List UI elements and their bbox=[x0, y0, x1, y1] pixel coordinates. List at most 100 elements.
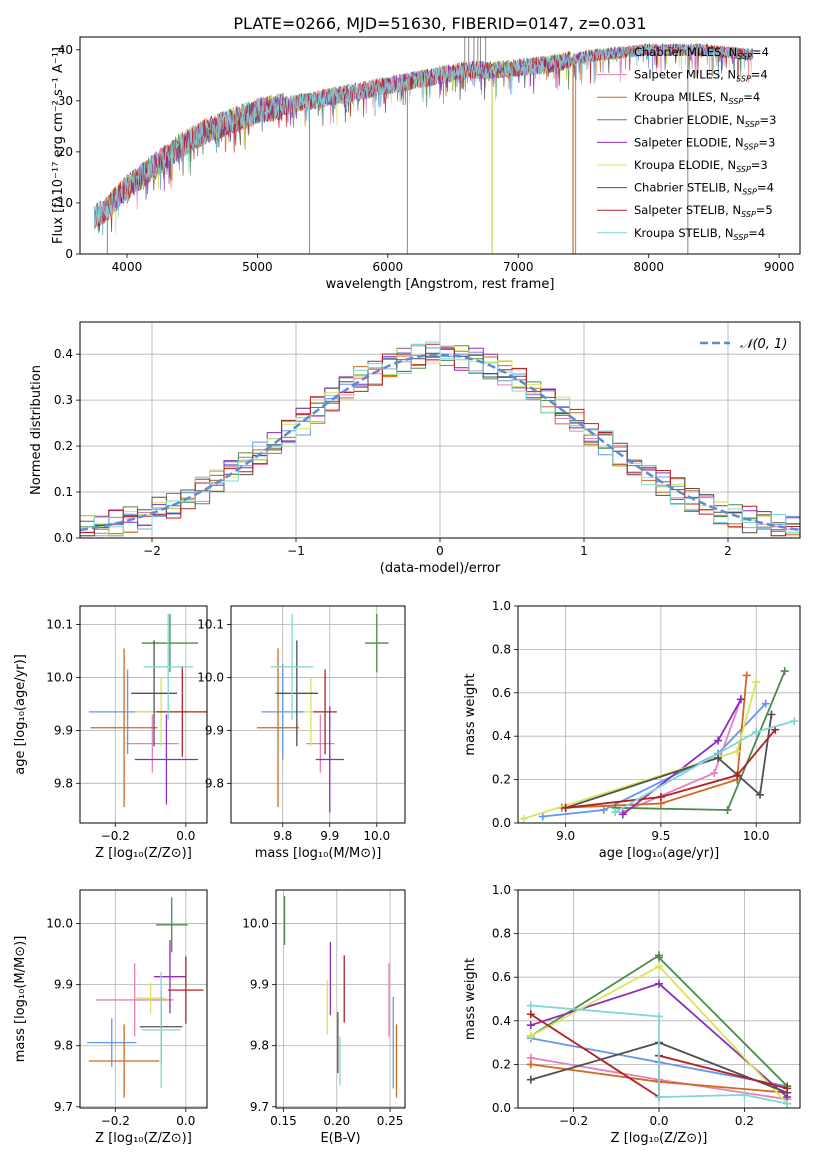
y-axis-label: mass [log₁₀(M/M⊙)] bbox=[13, 936, 28, 1063]
x-tick-label: 7000 bbox=[503, 260, 534, 274]
weight-marker bbox=[599, 805, 608, 814]
weight-marker bbox=[655, 1012, 663, 1021]
weight-marker bbox=[655, 979, 663, 988]
x-axis-label: mass [log₁₀(M/M⊙)] bbox=[255, 846, 382, 861]
x-tick-label: 10.0 bbox=[363, 829, 390, 843]
y-tick-label: 10.1 bbox=[46, 618, 73, 632]
y-axis-label: Normed distribution bbox=[29, 365, 44, 495]
x-tick-label: 9000 bbox=[764, 260, 795, 274]
legend-entry: Chabrier ELODIE, NSSP=3 bbox=[634, 113, 776, 129]
x-axis-label: Z [log₁₀(Z/Z⊙)] bbox=[611, 1131, 708, 1146]
y-tick-label: 9.8 bbox=[250, 1039, 269, 1053]
y-tick-label: 9.7 bbox=[54, 1100, 73, 1114]
y-tick-label: 0.1 bbox=[54, 485, 73, 499]
y-tick-label: 0.0 bbox=[54, 531, 73, 545]
legend-entry: Kroupa ELODIE, NSSP=3 bbox=[634, 158, 768, 174]
x-axis-label: Z [log₁₀(Z/Z⊙)] bbox=[95, 846, 192, 861]
y-tick-label: 10.0 bbox=[197, 670, 224, 684]
weight-marker bbox=[655, 1093, 663, 1102]
axes-frame bbox=[517, 605, 801, 824]
y-tick-label: 0.4 bbox=[492, 1014, 511, 1028]
errorbar-group bbox=[87, 897, 204, 1098]
weight-series-line bbox=[615, 670, 786, 811]
weight-marker bbox=[618, 810, 627, 819]
axes-frame bbox=[79, 605, 208, 824]
x-tick-label: 0.15 bbox=[270, 1114, 297, 1128]
legend-entry: Chabrier STELIB, NSSP=4 bbox=[634, 181, 774, 197]
x-tick-label: 9.5 bbox=[651, 829, 670, 843]
y-tick-label: 10.0 bbox=[46, 917, 73, 931]
y-tick-label: 9.8 bbox=[205, 776, 224, 790]
x-tick-label: 0.0 bbox=[176, 829, 195, 843]
y-tick-label: 0.2 bbox=[54, 439, 73, 453]
x-tick-label: 9.8 bbox=[273, 829, 292, 843]
x-tick-label: 0.0 bbox=[176, 1114, 195, 1128]
y-tick-label: 0.0 bbox=[492, 1101, 511, 1115]
x-tick-label: 9.0 bbox=[556, 829, 575, 843]
x-tick-label: −2 bbox=[143, 544, 161, 558]
weight-marker bbox=[526, 1075, 535, 1084]
y-tick-label: 10.0 bbox=[242, 917, 269, 931]
weight-series-line bbox=[565, 714, 773, 809]
weight-marker bbox=[752, 677, 761, 686]
y-axis-label: age [log₁₀(age/yr)] bbox=[13, 654, 28, 775]
y-tick-label: 20 bbox=[58, 145, 73, 159]
y-tick-label: 0.3 bbox=[54, 393, 73, 407]
weight-marker bbox=[710, 769, 719, 778]
legend-entry: Salpeter ELODIE, NSSP=3 bbox=[634, 135, 775, 151]
weight-marker bbox=[733, 747, 742, 756]
y-tick-label: 10.0 bbox=[46, 670, 73, 684]
y-tick-label: 0.6 bbox=[492, 970, 511, 984]
series-group bbox=[526, 951, 792, 1108]
weight-marker bbox=[742, 671, 751, 680]
legend-entry: Kroupa STELIB, NSSP=4 bbox=[634, 226, 765, 242]
y-tick-label: 9.8 bbox=[54, 1039, 73, 1053]
axes-frame bbox=[275, 889, 406, 1109]
weight-marker bbox=[519, 814, 528, 823]
axes-frame bbox=[79, 889, 208, 1109]
weight-marker bbox=[561, 803, 570, 812]
axes-frame bbox=[230, 605, 406, 824]
x-tick-label: 2 bbox=[724, 544, 732, 558]
y-tick-label: 9.9 bbox=[205, 723, 224, 737]
histogram-step-line bbox=[80, 345, 800, 537]
y-tick-label: 30 bbox=[58, 94, 73, 108]
y-tick-label: 10.1 bbox=[197, 618, 224, 632]
axes-frame bbox=[79, 36, 801, 255]
x-tick-label: 10.0 bbox=[743, 829, 770, 843]
errorbar-group bbox=[256, 613, 389, 813]
x-tick-label: 0 bbox=[436, 544, 444, 558]
legend-entry: Salpeter STELIB, NSSP=5 bbox=[634, 203, 773, 219]
series-group bbox=[519, 667, 799, 823]
histogram-group bbox=[80, 341, 800, 537]
x-tick-label: −0.2 bbox=[101, 829, 130, 843]
y-tick-label: 0.4 bbox=[492, 729, 511, 743]
x-tick-label: 5000 bbox=[242, 260, 273, 274]
x-axis-label: (data-model)/error bbox=[380, 561, 501, 576]
weight-series-line bbox=[561, 675, 748, 809]
weight-marker bbox=[723, 805, 732, 814]
x-tick-label: −0.2 bbox=[559, 1114, 588, 1128]
y-tick-label: 9.7 bbox=[250, 1100, 269, 1114]
weight-marker bbox=[526, 1060, 535, 1069]
x-axis-label: E(B-V) bbox=[320, 1131, 360, 1146]
errorbar-group bbox=[88, 613, 207, 808]
weight-marker bbox=[655, 953, 663, 962]
x-tick-label: 4000 bbox=[112, 260, 143, 274]
figure-title: PLATE=0266, MJD=51630, FIBERID=0147, z=0… bbox=[233, 14, 646, 33]
y-axis-label: mass weight bbox=[463, 958, 478, 1040]
weight-marker bbox=[714, 753, 723, 762]
spectrum-model-line bbox=[94, 43, 754, 232]
weight-marker bbox=[611, 808, 620, 817]
weight-marker bbox=[656, 792, 665, 801]
x-tick-label: 0.0 bbox=[649, 1114, 668, 1128]
axes-frame bbox=[517, 889, 801, 1109]
weight-marker bbox=[736, 695, 745, 704]
weight-marker bbox=[526, 1021, 535, 1030]
weight-marker bbox=[740, 1090, 749, 1099]
x-tick-label: 8000 bbox=[633, 260, 664, 274]
weight-marker bbox=[538, 812, 547, 821]
normal-curve bbox=[80, 353, 800, 532]
weight-marker bbox=[714, 736, 723, 745]
